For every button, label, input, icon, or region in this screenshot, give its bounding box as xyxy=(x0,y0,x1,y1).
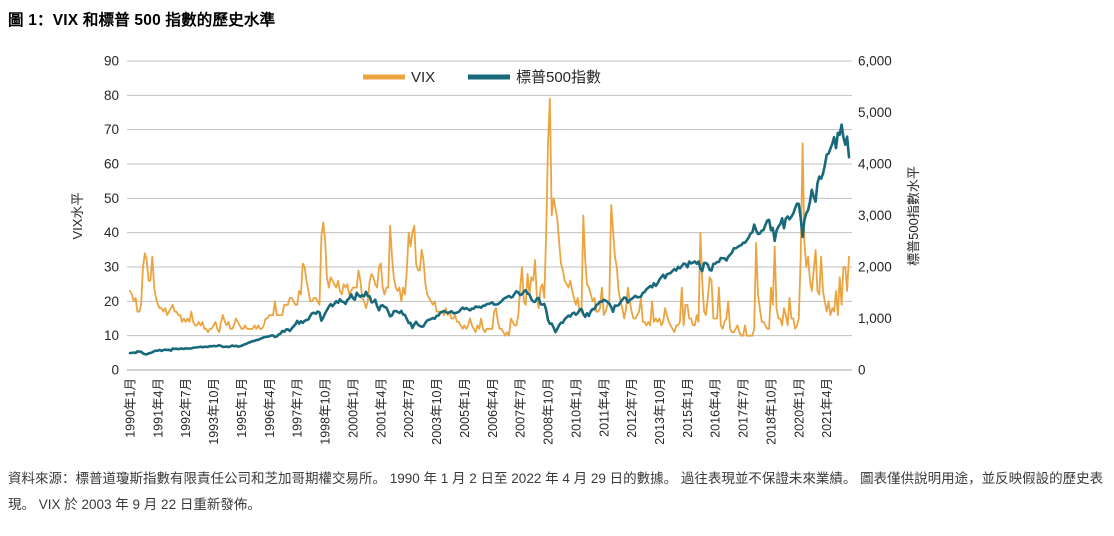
x-tick-label: 2000年1月 xyxy=(346,378,360,438)
x-tick-label: 2021年4月 xyxy=(820,378,834,438)
legend: VIX 標普500指數 xyxy=(363,69,601,86)
x-tick-label: 2003年10月 xyxy=(430,378,444,445)
x-tick-label: 2020年1月 xyxy=(792,378,806,438)
x-tick-label: 1996年4月 xyxy=(263,378,277,438)
right-tick-label: 1,000 xyxy=(858,311,892,326)
legend-label: 標普500指數 xyxy=(516,69,601,86)
x-tick-label: 1997年7月 xyxy=(291,378,305,438)
right-axis-ticks: 0 1,000 2,000 3,000 4,000 5,000 6,000 xyxy=(858,54,892,378)
right-tick-label: 0 xyxy=(858,363,866,378)
x-tick-label: 2008年10月 xyxy=(542,378,556,445)
x-tick-label: 1995年1月 xyxy=(235,378,249,438)
x-axis-ticks: 1990年1月 1991年4月 1992年7月 1993年10月 1995年1月 1996… xyxy=(124,378,835,445)
sp500-line-series xyxy=(128,123,851,356)
legend-item-sp500: 標普500指數 xyxy=(468,69,601,86)
right-tick-label: 3,000 xyxy=(858,208,892,223)
x-tick-label: 1992年7月 xyxy=(179,378,193,438)
x-tick-label: 2007年7月 xyxy=(514,378,528,438)
source-footnote: 資料來源：標普道瓊斯指數有限責任公司和芝加哥期權交易所。 1990 年 1 月 … xyxy=(8,471,1104,512)
left-tick-label: 60 xyxy=(104,157,119,172)
figure-title: 圖 1：VIX 和標普 500 指數的歷史水準 xyxy=(8,12,276,29)
left-tick-label: 80 xyxy=(104,88,119,103)
x-tick-label: 2001年4月 xyxy=(374,378,388,438)
left-tick-label: 10 xyxy=(104,328,119,343)
x-tick-label: 1990年1月 xyxy=(124,378,138,438)
gridlines xyxy=(127,60,852,371)
x-tick-label: 2006年4月 xyxy=(486,378,500,438)
legend-item-vix: VIX xyxy=(363,69,435,86)
legend-label: VIX xyxy=(411,69,435,86)
right-tick-label: 5,000 xyxy=(858,105,892,120)
vix-line-series xyxy=(129,97,850,337)
right-tick-label: 4,000 xyxy=(858,157,892,172)
left-axis-ticks: 0 10 20 30 40 50 60 70 80 90 xyxy=(104,54,119,378)
x-tick-label: 1998年10月 xyxy=(319,378,333,445)
x-tick-label: 2018年10月 xyxy=(764,378,778,445)
left-tick-label: 70 xyxy=(104,122,119,137)
left-tick-label: 50 xyxy=(104,191,119,206)
x-tick-label: 2017年7月 xyxy=(737,378,751,438)
left-tick-label: 90 xyxy=(104,54,119,69)
x-tick-label: 2013年10月 xyxy=(653,378,667,445)
left-axis-title: VIX水平 xyxy=(70,193,85,240)
left-tick-label: 0 xyxy=(111,363,119,378)
left-tick-label: 40 xyxy=(104,225,119,240)
x-tick-label: 2011年4月 xyxy=(597,378,611,437)
left-tick-label: 20 xyxy=(104,294,119,309)
x-tick-label: 2015年1月 xyxy=(681,378,695,438)
x-tick-label: 2016年4月 xyxy=(709,378,723,438)
right-axis-title: 標普500指數水平 xyxy=(906,166,921,266)
vix-sp500-line-chart: 0 10 20 30 40 50 60 70 80 90 0 1,000 2,000 3,000 4,000… xyxy=(70,54,921,445)
left-tick-label: 30 xyxy=(104,260,119,275)
x-tick-label: 2012年7月 xyxy=(625,378,639,438)
right-tick-label: 6,000 xyxy=(858,54,892,69)
x-tick-label: 2005年1月 xyxy=(458,378,472,438)
x-tick-label: 1993年10月 xyxy=(207,378,221,445)
x-tick-label: 1991年4月 xyxy=(151,378,165,438)
right-tick-label: 2,000 xyxy=(858,260,892,275)
x-tick-label: 2010年1月 xyxy=(569,378,583,438)
x-tick-label: 2002年7月 xyxy=(402,378,416,438)
